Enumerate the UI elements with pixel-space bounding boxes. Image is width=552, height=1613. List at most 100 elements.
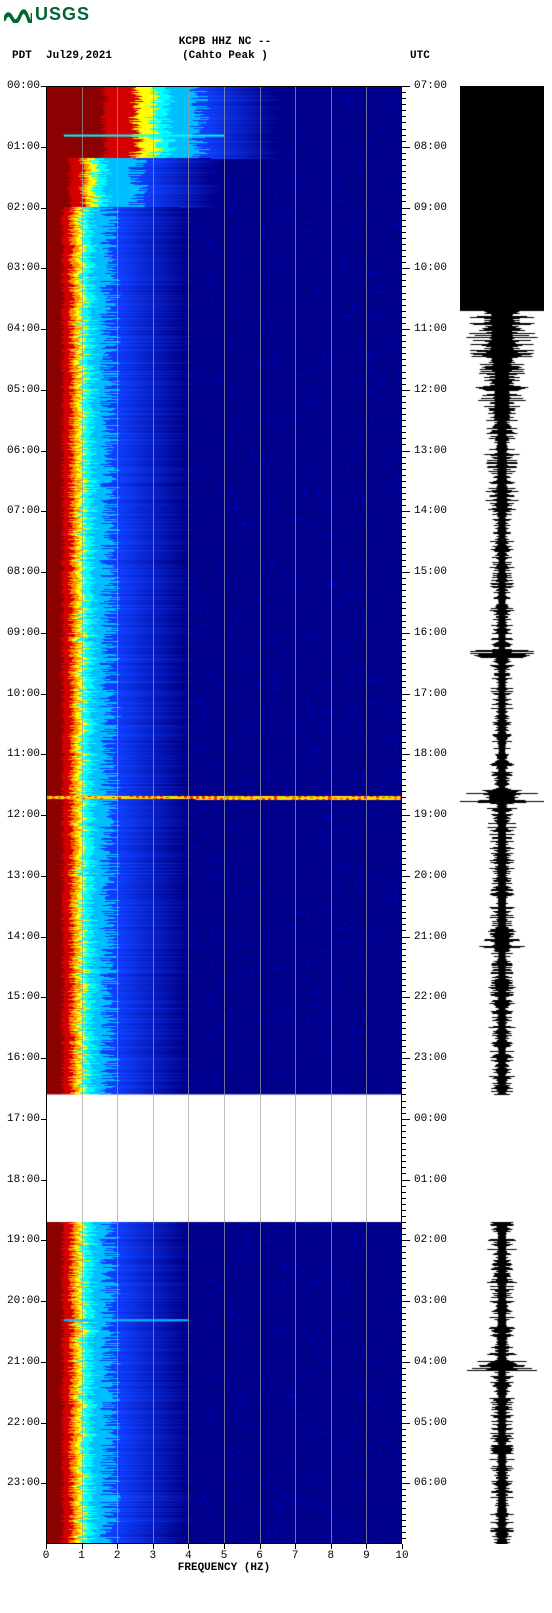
utc-minor-tick	[402, 687, 406, 688]
x-tick	[82, 1544, 83, 1549]
utc-minor-tick	[402, 1246, 406, 1247]
pdt-tick-label: 07:00	[7, 505, 40, 517]
utc-minor-tick	[402, 1410, 406, 1411]
pdt-tick-label: 10:00	[7, 688, 40, 700]
utc-minor-tick	[402, 378, 406, 379]
pdt-tick-label: 01:00	[7, 141, 40, 153]
utc-minor-tick	[402, 742, 406, 743]
utc-minor-tick	[402, 748, 406, 749]
utc-minor-tick	[402, 390, 406, 391]
utc-minor-tick	[402, 1022, 406, 1023]
utc-minor-tick	[402, 177, 406, 178]
utc-minor-tick	[402, 86, 406, 87]
utc-minor-tick	[402, 536, 406, 537]
utc-minor-tick	[402, 110, 406, 111]
utc-minor-tick	[402, 772, 406, 773]
x-tick-label: 8	[327, 1550, 334, 1562]
utc-minor-tick	[402, 1070, 406, 1071]
pdt-tick-label: 16:00	[7, 1052, 40, 1064]
utc-minor-tick	[402, 572, 406, 573]
pdt-tick	[41, 86, 46, 87]
pdt-tick	[41, 876, 46, 877]
pdt-tick-label: 08:00	[7, 566, 40, 578]
pdt-tick-label: 06:00	[7, 445, 40, 457]
utc-minor-tick	[402, 1495, 406, 1496]
utc-minor-tick	[402, 1155, 406, 1156]
utc-minor-tick	[402, 943, 406, 944]
utc-minor-tick	[402, 262, 406, 263]
pdt-tick-label: 11:00	[7, 748, 40, 760]
utc-minor-tick	[402, 1356, 406, 1357]
utc-tick-label: 01:00	[414, 1174, 447, 1186]
utc-tick-label: 22:00	[414, 991, 447, 1003]
utc-minor-tick	[402, 566, 406, 567]
x-tick	[153, 1544, 154, 1549]
utc-minor-tick	[402, 1301, 406, 1302]
utc-minor-tick	[402, 542, 406, 543]
utc-minor-tick	[402, 578, 406, 579]
utc-tick-label: 09:00	[414, 202, 447, 214]
x-tick-label: 1	[78, 1550, 85, 1562]
utc-minor-tick	[402, 663, 406, 664]
utc-minor-tick	[402, 1228, 406, 1229]
pdt-tick	[41, 1240, 46, 1241]
utc-minor-tick	[402, 918, 406, 919]
utc-minor-tick	[402, 1392, 406, 1393]
utc-minor-tick	[402, 171, 406, 172]
utc-minor-tick	[402, 1283, 406, 1284]
x-tick	[295, 1544, 296, 1549]
utc-minor-tick	[402, 1088, 406, 1089]
pdt-tick	[41, 1362, 46, 1363]
utc-minor-tick	[402, 1307, 406, 1308]
x-tick-label: 4	[185, 1550, 192, 1562]
utc-minor-tick	[402, 955, 406, 956]
utc-minor-tick	[402, 1210, 406, 1211]
utc-minor-tick	[402, 858, 406, 859]
utc-minor-tick	[402, 1265, 406, 1266]
utc-minor-tick	[402, 1362, 406, 1363]
utc-minor-tick	[402, 1319, 406, 1320]
utc-minor-tick	[402, 827, 406, 828]
utc-minor-tick	[402, 645, 406, 646]
utc-minor-tick	[402, 438, 406, 439]
utc-minor-tick	[402, 779, 406, 780]
utc-minor-tick	[402, 523, 406, 524]
amplitude-waveform	[460, 86, 544, 1544]
utc-minor-tick	[402, 311, 406, 312]
utc-minor-tick	[402, 432, 406, 433]
utc-minor-tick	[402, 420, 406, 421]
utc-minor-tick	[402, 359, 406, 360]
utc-minor-tick	[402, 98, 406, 99]
utc-minor-tick	[402, 1113, 406, 1114]
utc-minor-tick	[402, 785, 406, 786]
utc-minor-tick	[402, 1180, 406, 1181]
utc-minor-tick	[402, 1131, 406, 1132]
utc-minor-tick	[402, 402, 406, 403]
utc-minor-tick	[402, 766, 406, 767]
pdt-tick-label: 05:00	[7, 384, 40, 396]
utc-minor-tick	[402, 681, 406, 682]
utc-tick-label: 21:00	[414, 931, 447, 943]
pdt-tick-label: 13:00	[7, 870, 40, 882]
pdt-tick	[41, 694, 46, 695]
utc-minor-tick	[402, 1471, 406, 1472]
utc-minor-tick	[402, 396, 406, 397]
utc-minor-tick	[402, 444, 406, 445]
utc-minor-tick	[402, 627, 406, 628]
utc-minor-tick	[402, 973, 406, 974]
utc-minor-tick	[402, 1435, 406, 1436]
pdt-tick	[41, 1119, 46, 1120]
utc-minor-tick	[402, 305, 406, 306]
utc-minor-tick	[402, 153, 406, 154]
utc-minor-tick	[402, 214, 406, 215]
utc-minor-tick	[402, 930, 406, 931]
utc-minor-tick	[402, 815, 406, 816]
pdt-tick	[41, 268, 46, 269]
utc-minor-tick	[402, 851, 406, 852]
utc-minor-tick	[402, 602, 406, 603]
utc-minor-tick	[402, 469, 406, 470]
usgs-logo: USGS	[4, 4, 90, 25]
pdt-tick	[41, 329, 46, 330]
pdt-tick	[41, 1423, 46, 1424]
utc-minor-tick	[402, 141, 406, 142]
